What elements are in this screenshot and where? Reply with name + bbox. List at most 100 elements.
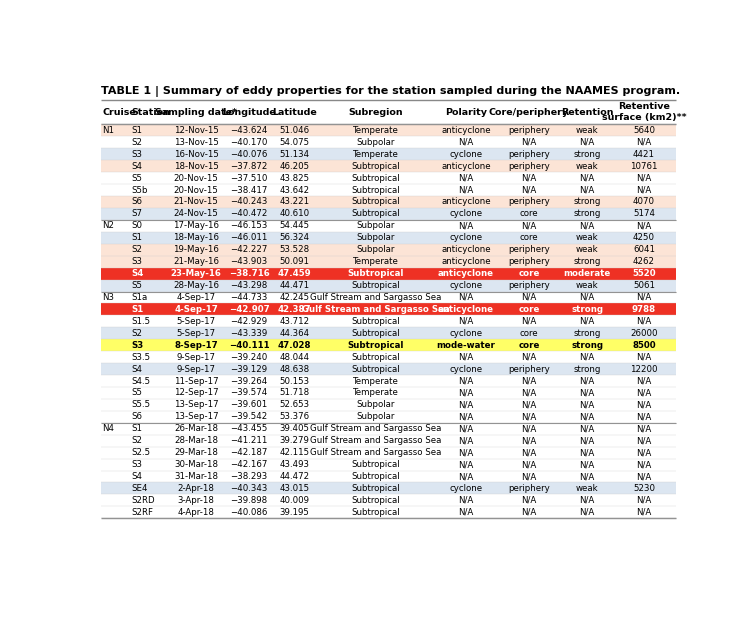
Text: N/A: N/A [636,389,652,397]
Text: S2: S2 [131,329,143,338]
Text: Polarity: Polarity [445,107,487,116]
Text: 5-Sep-17: 5-Sep-17 [177,329,216,338]
Text: 47.459: 47.459 [278,269,311,278]
Text: N/A: N/A [579,424,595,433]
Text: −39.129: −39.129 [230,365,268,374]
Text: N/A: N/A [522,389,537,397]
Text: 23-May-16: 23-May-16 [171,269,222,278]
Text: 42.387: 42.387 [278,305,311,314]
Text: 43.493: 43.493 [279,460,310,469]
Text: −40.472: −40.472 [230,210,268,219]
Text: S2RD: S2RD [131,496,156,505]
Text: Retentive
surface (km2)**: Retentive surface (km2)** [602,102,686,122]
Text: strong: strong [571,341,603,350]
Text: N/A: N/A [458,174,473,183]
Text: 44.364: 44.364 [279,329,310,338]
Text: core: core [519,210,538,219]
Text: 53.376: 53.376 [279,412,310,421]
Text: Subtropical: Subtropical [351,185,400,194]
Text: 21-May-16: 21-May-16 [173,257,219,266]
Text: N/A: N/A [522,448,537,457]
Text: 48.044: 48.044 [279,353,310,362]
Text: N/A: N/A [579,138,595,147]
Text: S4.5: S4.5 [131,376,151,385]
Text: −43.298: −43.298 [230,281,268,290]
Text: Subtropical: Subtropical [351,210,400,219]
Bar [100,136,676,148]
Text: N/A: N/A [522,317,537,326]
Text: Subtropical: Subtropical [347,341,404,350]
Text: core: core [518,305,540,314]
Text: TABLE 1 | Summary of eddy properties for the station sampled during the NAAMES p: TABLE 1 | Summary of eddy properties for… [100,86,680,97]
Text: strong: strong [573,365,601,374]
Text: 9788: 9788 [632,305,656,314]
Text: 20-Nov-15: 20-Nov-15 [174,185,219,194]
Text: Temperate: Temperate [353,126,399,135]
Text: 5-Sep-17: 5-Sep-17 [177,317,216,326]
Text: −39.542: −39.542 [230,412,268,421]
Text: 12200: 12200 [630,365,658,374]
Text: 9-Sep-17: 9-Sep-17 [177,365,216,374]
Text: N/A: N/A [636,460,652,469]
Text: N/A: N/A [522,376,537,385]
Text: S3: S3 [131,150,143,158]
Text: 3-Apr-18: 3-Apr-18 [177,496,214,505]
Text: N4: N4 [102,424,114,433]
Text: N/A: N/A [636,401,652,410]
Text: N/A: N/A [458,496,473,505]
Text: Retention: Retention [561,107,613,116]
Text: Gulf Stream and Sargasso Sea: Gulf Stream and Sargasso Sea [310,448,442,457]
Text: N/A: N/A [522,460,537,469]
Text: N/A: N/A [522,353,537,362]
Text: 26-Mar-18: 26-Mar-18 [174,424,218,433]
Text: 13-Sep-17: 13-Sep-17 [174,401,218,410]
Bar [100,423,676,435]
Text: N/A: N/A [458,401,473,410]
Text: Subtropical: Subtropical [351,496,400,505]
Text: moderate: moderate [563,269,611,278]
Bar [100,363,676,375]
Text: N/A: N/A [579,460,595,469]
Bar [100,339,676,351]
Text: 28-May-16: 28-May-16 [173,281,219,290]
Text: N/A: N/A [579,401,595,410]
Text: N/A: N/A [636,436,652,445]
Text: −40.076: −40.076 [230,150,268,158]
Text: anticyclone: anticyclone [438,269,494,278]
Text: cyclone: cyclone [449,365,482,374]
Text: 39.405: 39.405 [279,424,310,433]
Text: S7: S7 [131,210,143,219]
Text: S1a: S1a [131,293,148,302]
Text: 4-Sep-17: 4-Sep-17 [174,305,218,314]
Text: N/A: N/A [458,412,473,421]
Text: S4: S4 [131,162,143,171]
Text: 13-Sep-17: 13-Sep-17 [174,412,218,421]
Text: Subtropical: Subtropical [351,365,400,374]
Text: −42.929: −42.929 [230,317,268,326]
Text: S1.5: S1.5 [131,317,151,326]
Text: N/A: N/A [579,293,595,302]
Text: 46.205: 46.205 [279,162,310,171]
Text: −40.170: −40.170 [230,138,268,147]
Text: 47.028: 47.028 [278,341,311,350]
Text: S2: S2 [131,245,143,254]
Text: N/A: N/A [579,376,595,385]
Text: −42.187: −42.187 [230,448,268,457]
Text: 16-Nov-15: 16-Nov-15 [174,150,219,158]
Text: anticyclone: anticyclone [441,162,491,171]
Text: 8500: 8500 [632,341,655,350]
Text: Subpolar: Subpolar [356,412,395,421]
Bar [100,459,676,470]
Text: S3: S3 [131,341,143,350]
Text: N/A: N/A [636,221,652,231]
Text: 4-Sep-17: 4-Sep-17 [177,293,216,302]
Text: 44.472: 44.472 [279,472,310,481]
Text: N2: N2 [102,221,114,231]
Text: weak: weak [576,245,598,254]
Text: N/A: N/A [636,424,652,433]
Text: N/A: N/A [579,448,595,457]
Text: N/A: N/A [458,448,473,457]
Text: Subtropical: Subtropical [351,197,400,206]
Text: Sampling date*: Sampling date* [156,107,237,116]
Text: 39.195: 39.195 [279,508,310,517]
